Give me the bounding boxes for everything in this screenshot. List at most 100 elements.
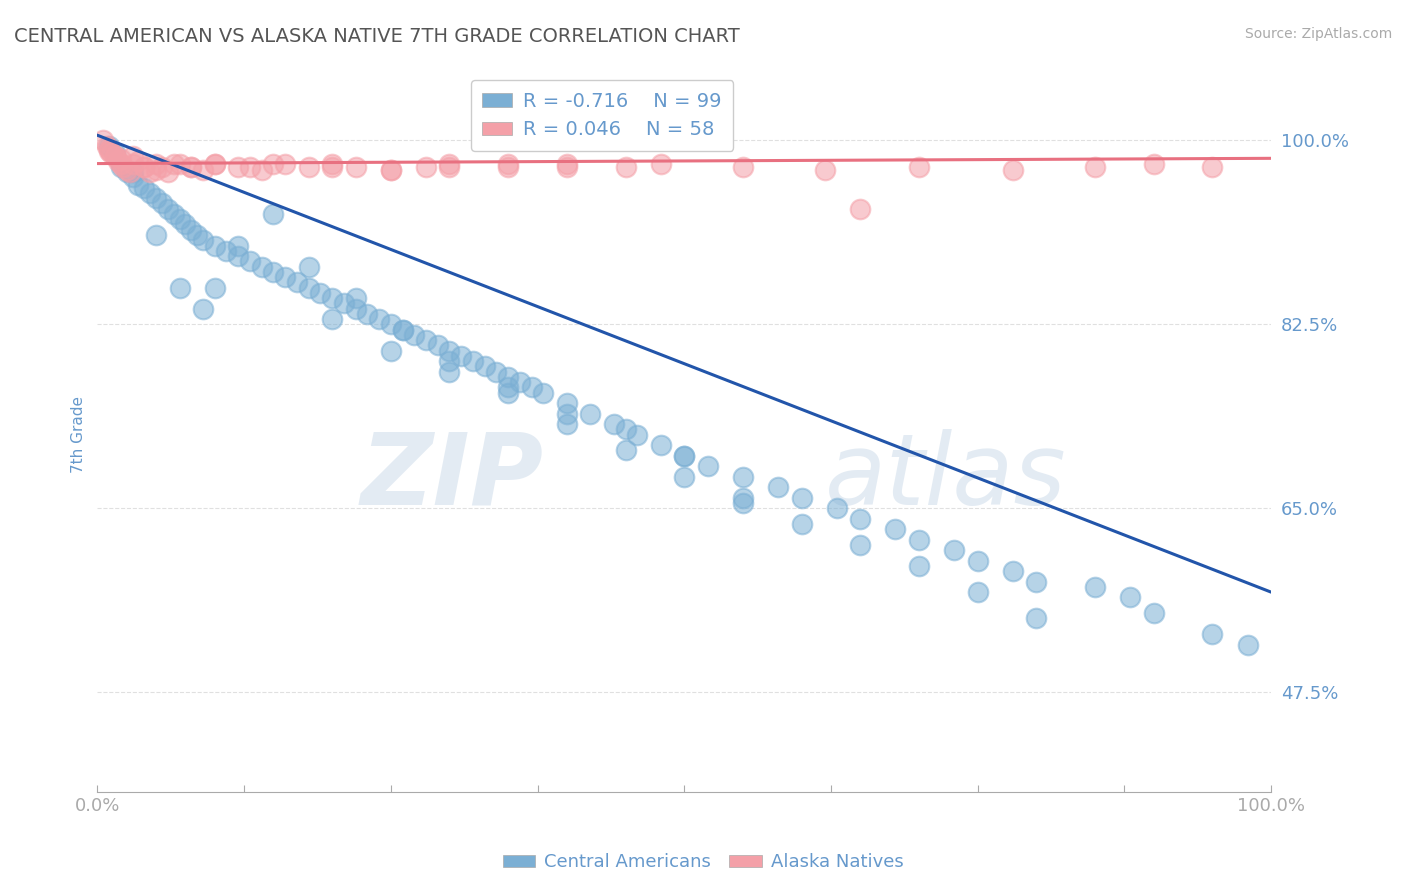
Point [450,349,472,363]
Point [908,558,931,573]
Point [555,407,578,421]
Point [579,407,602,421]
Text: CENTRAL AMERICAN VS ALASKA NATIVE 7TH GRADE CORRELATION CHART: CENTRAL AMERICAN VS ALASKA NATIVE 7TH GR… [14,27,740,45]
Point [884,522,907,536]
Point [966,553,988,567]
Point [321,312,343,326]
Point [226,249,249,263]
Point [555,160,578,174]
Point [415,160,437,174]
Point [1143,606,1166,620]
Point [262,207,284,221]
Point [790,516,813,531]
Point [110,156,132,170]
Point [849,202,872,216]
Point [191,233,214,247]
Point [509,375,531,389]
Point [107,154,129,169]
Point [134,180,156,194]
Point [790,491,813,505]
Point [380,162,402,177]
Point [262,265,284,279]
Point [943,543,966,558]
Point [262,156,284,170]
Point [474,359,496,374]
Point [150,160,173,174]
Point [650,438,672,452]
Legend: Central Americans, Alaska Natives: Central Americans, Alaska Natives [495,847,911,879]
Point [98,142,121,156]
Point [1143,156,1166,170]
Point [1201,627,1223,641]
Point [908,160,931,174]
Point [156,202,179,216]
Point [104,146,127,161]
Point [1025,574,1047,589]
Point [1001,564,1024,578]
Point [555,417,578,431]
Point [439,160,461,174]
Point [673,449,696,463]
Point [461,354,484,368]
Point [696,459,718,474]
Point [1119,591,1142,605]
Point [204,280,226,294]
Point [139,165,162,179]
Point [120,165,142,179]
Point [274,270,297,285]
Point [321,291,343,305]
Point [496,380,519,394]
Point [673,449,696,463]
Point [391,322,413,336]
Point [321,156,343,170]
Point [825,501,848,516]
Point [555,396,578,410]
Point [344,301,367,316]
Point [614,422,637,436]
Point [134,160,156,174]
Point [1084,580,1107,594]
Point [145,162,167,177]
Point [849,538,872,552]
Point [650,156,672,170]
Point [298,160,321,174]
Point [496,369,519,384]
Point [439,354,461,368]
Point [531,385,554,400]
Point [298,260,321,274]
Point [439,343,461,358]
Point [333,296,356,310]
Point [496,156,519,170]
Point [814,162,837,177]
Point [496,160,519,174]
Point [766,480,789,494]
Point [145,156,167,170]
Point [169,212,191,227]
Point [127,178,149,192]
Point [239,254,262,268]
Point [426,338,449,352]
Point [115,162,138,177]
Text: ZIP: ZIP [360,429,543,526]
Point [104,149,127,163]
Point [191,301,214,316]
Point [112,160,135,174]
Point [849,511,872,525]
Point [139,186,162,200]
Point [191,162,214,177]
Point [309,285,332,300]
Point [344,291,367,305]
Point [966,585,988,599]
Point [110,153,132,167]
Point [121,170,143,185]
Point [274,156,297,170]
Point [603,417,626,431]
Point [121,149,143,163]
Point [368,312,391,326]
Point [285,275,308,289]
Point [91,133,114,147]
Point [115,165,138,179]
Point [380,343,402,358]
Point [1025,611,1047,625]
Point [391,322,413,336]
